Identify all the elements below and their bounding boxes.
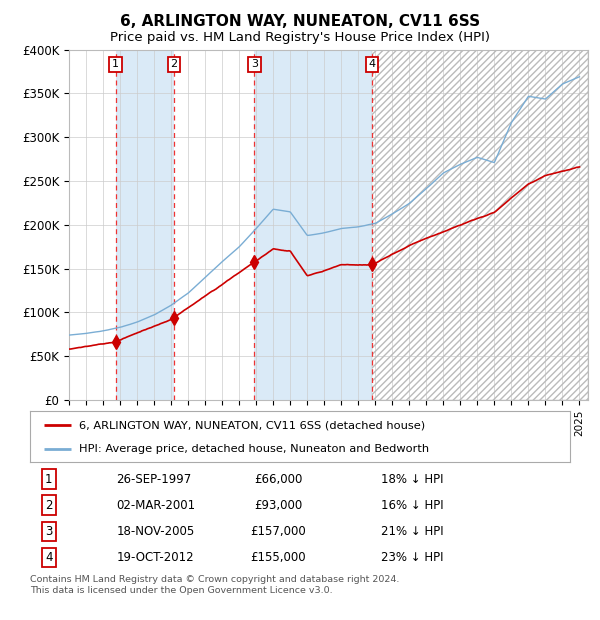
Text: 16% ↓ HPI: 16% ↓ HPI xyxy=(381,499,443,511)
Text: 4: 4 xyxy=(45,551,53,564)
Text: 1: 1 xyxy=(45,473,53,485)
Text: 2: 2 xyxy=(45,499,53,511)
Text: £157,000: £157,000 xyxy=(251,525,306,538)
Text: £93,000: £93,000 xyxy=(254,499,302,511)
Text: 6, ARLINGTON WAY, NUNEATON, CV11 6SS (detached house): 6, ARLINGTON WAY, NUNEATON, CV11 6SS (de… xyxy=(79,420,425,430)
Text: 23% ↓ HPI: 23% ↓ HPI xyxy=(381,551,443,564)
Text: 19-OCT-2012: 19-OCT-2012 xyxy=(116,551,194,564)
Bar xyxy=(372,50,588,400)
Text: Price paid vs. HM Land Registry's House Price Index (HPI): Price paid vs. HM Land Registry's House … xyxy=(110,31,490,44)
Bar xyxy=(69,50,116,400)
Text: 02-MAR-2001: 02-MAR-2001 xyxy=(116,499,196,511)
Text: 6, ARLINGTON WAY, NUNEATON, CV11 6SS: 6, ARLINGTON WAY, NUNEATON, CV11 6SS xyxy=(120,14,480,29)
Text: 18-NOV-2005: 18-NOV-2005 xyxy=(116,525,194,538)
Bar xyxy=(372,50,588,400)
Bar xyxy=(116,50,174,400)
Text: HPI: Average price, detached house, Nuneaton and Bedworth: HPI: Average price, detached house, Nune… xyxy=(79,444,429,454)
Text: 3: 3 xyxy=(45,525,53,538)
Text: 1: 1 xyxy=(112,60,119,69)
Text: £66,000: £66,000 xyxy=(254,473,302,485)
Bar xyxy=(174,50,254,400)
Text: 3: 3 xyxy=(251,60,258,69)
Text: 18% ↓ HPI: 18% ↓ HPI xyxy=(381,473,443,485)
Text: Contains HM Land Registry data © Crown copyright and database right 2024.
This d: Contains HM Land Registry data © Crown c… xyxy=(30,575,400,595)
Text: 2: 2 xyxy=(170,60,178,69)
Text: 4: 4 xyxy=(368,60,376,69)
Text: 26-SEP-1997: 26-SEP-1997 xyxy=(116,473,191,485)
Bar xyxy=(254,50,372,400)
Text: 21% ↓ HPI: 21% ↓ HPI xyxy=(381,525,443,538)
Text: £155,000: £155,000 xyxy=(251,551,306,564)
